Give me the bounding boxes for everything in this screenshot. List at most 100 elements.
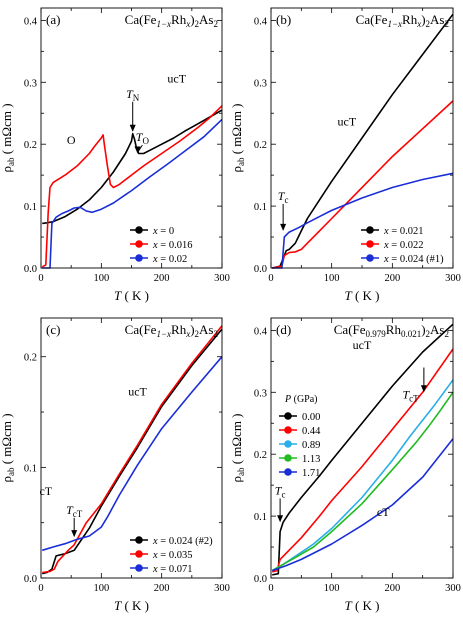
annotation-label: TcT	[66, 503, 83, 519]
panel-title: Ca(Fe1−xRhx)2As2	[356, 12, 449, 29]
x-axis-label: T ( K )	[344, 598, 379, 613]
series-line-a-0	[42, 109, 223, 225]
series-line-c-2	[41, 356, 223, 552]
series-line-b-1	[272, 100, 454, 269]
legend-swatch-marker	[135, 254, 143, 262]
annotation-arrowhead	[71, 530, 78, 538]
y-tick-label: 0.0	[24, 574, 37, 585]
y-tick-label: 0.0	[24, 264, 37, 275]
x-axis-label: T ( K )	[344, 288, 379, 303]
y-tick-label: 0.2	[254, 140, 267, 151]
y-tick-label: 0.1	[24, 463, 37, 474]
x-tick-label: 0	[268, 273, 273, 284]
x-tick-label: 100	[93, 273, 109, 284]
x-tick-label: 0	[268, 583, 273, 594]
x-tick-label: 300	[445, 273, 461, 284]
x-axis-label: T ( K )	[114, 288, 149, 303]
y-tick-label: 0.0	[254, 574, 267, 585]
annotation-label: Tc	[275, 483, 286, 499]
annotation-label: ucT	[167, 71, 186, 85]
series-line-d-2	[271, 379, 454, 572]
legend-label: x = 0.024 (#1)	[383, 254, 444, 265]
y-axis-label: ρab ( mΩcm )	[0, 103, 16, 172]
panel-title: Ca(Fe1−xRhx)2As2	[125, 322, 218, 339]
x-tick-label: 100	[93, 583, 109, 594]
legend-label: 0.89	[302, 440, 320, 451]
legend-swatch-marker	[284, 412, 292, 420]
legend-label: 0.44	[302, 426, 321, 437]
y-tick-label: 0.3	[24, 78, 37, 89]
legend-label: 0.00	[302, 412, 320, 423]
panel-label: (d)	[276, 322, 291, 337]
y-axis-label: ρab ( mΩcm )	[0, 413, 16, 482]
legend-swatch-marker	[135, 550, 143, 558]
series-line-c-0	[42, 328, 223, 575]
x-tick-label: 300	[214, 273, 230, 284]
annotation-label: cT	[377, 505, 390, 519]
legend-label: x = 0.022	[383, 240, 423, 251]
annotation-label: Tc	[278, 189, 289, 205]
y-tick-label: 0.4	[254, 326, 268, 337]
x-tick-label: 100	[324, 583, 340, 594]
y-tick-label: 0.1	[254, 202, 267, 213]
y-tick-label: 0.2	[254, 450, 267, 461]
y-axis-label: ρab ( mΩcm )	[229, 103, 246, 172]
annotation-arrowhead	[134, 146, 141, 154]
x-tick-label: 300	[214, 583, 230, 594]
legend-swatch-marker	[135, 536, 143, 544]
y-axis-label: ρab ( mΩcm )	[229, 413, 246, 482]
legend-title: P (GPa)	[284, 394, 318, 405]
legend-swatch-marker	[366, 240, 374, 248]
legend-label: 1.13	[302, 454, 320, 465]
series-line-d-0	[272, 323, 454, 576]
legend-label: x = 0.016	[152, 240, 192, 251]
series-line-d-1	[272, 348, 454, 573]
panel-c: 0 100 200 300 0.0 0.1 0.2 T ( K ) ρab ( mΩcm ) (c…	[0, 317, 230, 613]
annotation-label: cT	[39, 484, 52, 498]
panel-label: (c)	[46, 322, 60, 337]
x-axis-label: T ( K )	[114, 598, 149, 613]
legend-swatch-marker	[284, 426, 292, 434]
x-tick-label: 300	[445, 583, 461, 594]
legend-swatch-marker	[135, 564, 143, 572]
legend-swatch-marker	[366, 254, 374, 262]
legend-label: 1.71	[302, 468, 320, 479]
y-tick-label: 0.3	[254, 78, 267, 89]
x-tick-label: 100	[324, 273, 340, 284]
x-tick-label: 0	[38, 273, 43, 284]
legend-swatch-marker	[366, 226, 374, 234]
legend-swatch-marker	[135, 240, 143, 248]
legend-label: x = 0.071	[152, 564, 192, 575]
y-tick-label: 0.4	[24, 16, 38, 27]
annotation-label: TN	[126, 87, 140, 103]
legend-label: x = 0	[152, 226, 174, 237]
annotation-label: O	[67, 133, 76, 147]
x-tick-label: 200	[384, 273, 400, 284]
panel-label: (a)	[46, 12, 60, 27]
series-line-a-2	[42, 118, 223, 269]
legend-label: x = 0.035	[152, 550, 192, 561]
panel-title: Ca(Fe1−xRhx)2As2	[125, 12, 218, 29]
legend-label: x = 0.02	[152, 254, 187, 265]
y-tick-label: 0.2	[24, 140, 37, 151]
annotation-arrowhead	[420, 385, 427, 393]
y-tick-label: 0.4	[254, 16, 268, 27]
series-line-d-3	[271, 391, 454, 572]
plot-frame	[270, 317, 454, 579]
x-tick-label: 0	[38, 583, 43, 594]
y-tick-label: 0.2	[24, 353, 37, 364]
y-tick-label: 0.1	[24, 202, 37, 213]
series-line-a-1	[41, 105, 223, 268]
legend-swatch-marker	[135, 226, 143, 234]
panel-d: 0 100 200 300 0.0 0.1 0.2 0.3 0.4 T ( K ) ρab ( mΩ…	[229, 317, 461, 613]
y-tick-label: 0.1	[254, 512, 267, 523]
x-tick-label: 200	[154, 273, 170, 284]
legend-swatch-marker	[284, 468, 292, 476]
annotation-label: TO	[136, 130, 150, 146]
series-line-d-4	[271, 438, 454, 572]
series-line-c-1	[42, 325, 223, 574]
x-tick-label: 200	[154, 583, 170, 594]
panel-title: Ca(Fe0.979Rh0.021)2As2	[334, 322, 449, 339]
panel-b: 0 100 200 300 0.0 0.1 0.2 0.3 0.4 T ( K ) ρab ( mΩ…	[229, 7, 461, 303]
x-tick-label: 200	[384, 583, 400, 594]
